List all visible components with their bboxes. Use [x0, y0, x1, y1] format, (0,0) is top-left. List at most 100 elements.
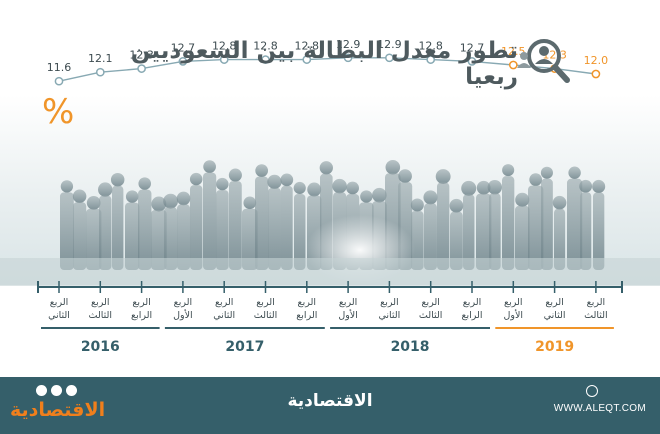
person-head — [568, 166, 581, 179]
data-point — [137, 64, 146, 73]
line-segment — [58, 71, 101, 82]
person-body — [242, 208, 258, 270]
x-tick-label: الثالث — [254, 310, 278, 321]
person-body — [593, 192, 605, 270]
person-body — [216, 190, 229, 270]
person-body — [164, 207, 178, 270]
x-tick-label: الربع — [587, 297, 605, 308]
line-segment — [141, 60, 184, 70]
person-body — [541, 178, 553, 270]
year-label: 2019 — [535, 339, 574, 355]
x-tick-label: الربع — [50, 297, 68, 308]
person-body — [281, 185, 293, 270]
person-body — [567, 178, 583, 270]
data-label: 12.5 — [501, 45, 526, 58]
x-tick-label: الثاني — [544, 310, 566, 321]
person-head — [487, 180, 503, 195]
data-point — [95, 67, 105, 77]
person-body — [502, 176, 515, 270]
person-body — [450, 211, 463, 270]
person-body — [125, 202, 140, 270]
year-label: 2016 — [81, 339, 120, 355]
data-point — [302, 55, 312, 64]
data-point — [426, 55, 436, 64]
facebook-icon[interactable] — [51, 385, 62, 396]
person-body — [463, 194, 475, 270]
person-head — [372, 187, 387, 203]
data-point — [54, 76, 64, 86]
person-head — [461, 180, 477, 196]
person-head — [293, 181, 306, 195]
line-segment — [306, 57, 349, 61]
x-tick-label: الربع — [339, 297, 357, 308]
data-label: 12.7 — [171, 41, 196, 54]
chart-title: تطور معدل البطالة بين السعوديين ربعيا — [130, 38, 518, 90]
crowd-silhouettes — [60, 159, 606, 270]
line-segment — [471, 60, 514, 66]
person-body — [554, 208, 566, 270]
person-head — [332, 178, 347, 194]
data-point — [219, 55, 229, 64]
x-tick-label: الربع — [380, 297, 398, 308]
person-head — [228, 168, 242, 182]
person-head — [449, 198, 464, 213]
person-head — [346, 181, 359, 195]
person-body — [476, 193, 492, 270]
footer-url[interactable]: WWW.ALEQT.COM — [553, 403, 646, 414]
year-label: 2017 — [225, 339, 264, 355]
person-head — [203, 160, 216, 173]
person-body — [99, 195, 112, 270]
person-head — [163, 193, 179, 209]
person-head — [280, 173, 294, 187]
person-head — [151, 196, 167, 212]
data-point — [385, 53, 394, 63]
x-tick-label: الربع — [215, 297, 233, 308]
person-body — [515, 205, 530, 270]
line-segment — [389, 57, 431, 61]
footer-brand-logo: الاقتصادية — [287, 391, 373, 411]
data-label: 12.3 — [129, 49, 154, 62]
twitter-icon[interactable] — [36, 385, 47, 396]
person-body — [203, 172, 217, 270]
x-tick-label: الربع — [174, 297, 192, 308]
person-head — [398, 169, 412, 183]
person-head — [579, 179, 593, 193]
person-head — [515, 192, 530, 207]
data-label: 12.9 — [336, 38, 361, 51]
x-tick-label: الرابع — [296, 310, 317, 321]
line-segment — [182, 58, 225, 63]
x-tick-label: الربع — [132, 297, 150, 308]
data-label: 12.8 — [295, 40, 320, 53]
data-point — [261, 55, 270, 64]
x-tick-label: الربع — [256, 297, 274, 308]
person-body — [528, 185, 544, 270]
person-body — [437, 182, 450, 270]
person-head — [476, 180, 491, 195]
person-body — [60, 192, 74, 270]
person-head — [307, 182, 322, 197]
person-body — [151, 209, 167, 270]
x-tick-label: الأول — [504, 309, 524, 321]
person-head — [267, 174, 282, 190]
person-head — [216, 177, 229, 191]
data-label: 12.7 — [460, 41, 485, 54]
line-segment — [554, 67, 596, 75]
globe-icon — [586, 385, 598, 397]
x-tick-label: الرابع — [131, 310, 152, 321]
x-tick-label: الأول — [338, 309, 358, 321]
x-tick-label: الثاني — [213, 310, 235, 321]
data-label: 12.8 — [212, 40, 237, 53]
person-body — [177, 204, 191, 270]
person-body — [489, 193, 501, 270]
x-tick-label: الرابع — [461, 310, 482, 321]
person-head — [319, 161, 333, 175]
person-head — [189, 172, 203, 186]
person-head — [110, 172, 125, 187]
x-tick-label: الربع — [298, 297, 316, 308]
instagram-icon[interactable] — [66, 385, 77, 396]
person-head — [98, 182, 113, 197]
x-tick-label: الربع — [421, 297, 439, 308]
data-point — [467, 57, 477, 66]
year-label: 2018 — [391, 339, 430, 355]
person-head — [410, 198, 424, 212]
